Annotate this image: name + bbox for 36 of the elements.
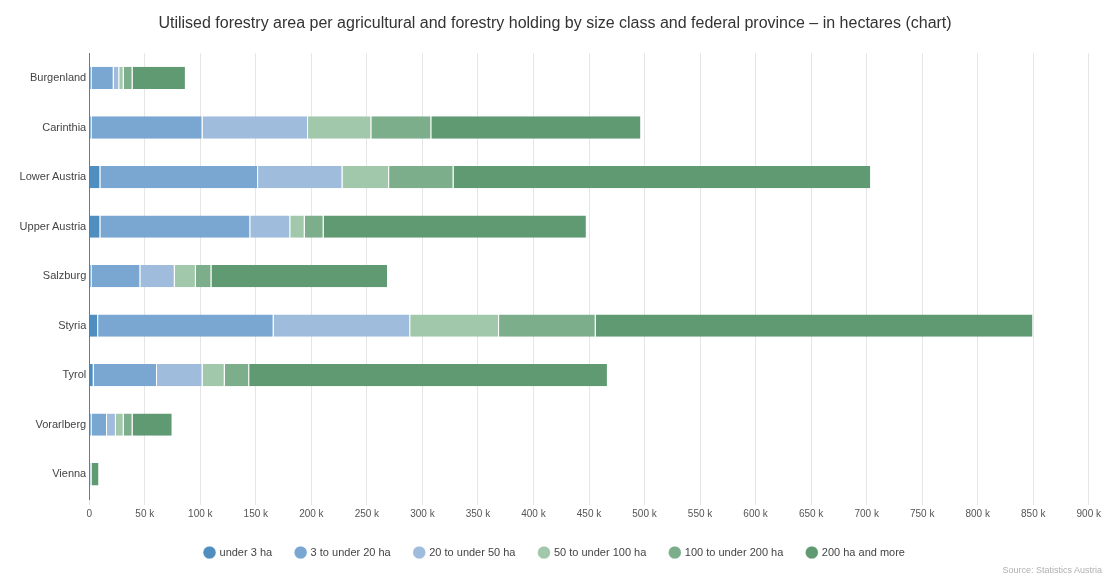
y-tick-label: Tyrol: [62, 368, 87, 381]
y-tick-label: Burgenland: [29, 71, 87, 83]
x-tick-label: 450 k: [576, 507, 603, 519]
x-tick-label: 550 k: [687, 507, 714, 519]
y-tick-label: Lower Austria: [19, 170, 88, 183]
legend-label: 200 ha and more: [821, 545, 905, 558]
x-tick-label: 150 k: [243, 507, 270, 519]
x-tick-label: 850 k: [1021, 507, 1047, 519]
x-tick-label: 100 k: [188, 507, 214, 519]
x-tick-label: 50 k: [135, 507, 156, 519]
x-tick-label: 200 k: [299, 507, 325, 519]
y-tick-label: Salzburg: [42, 269, 87, 282]
x-tick-label: 700 k: [854, 507, 880, 519]
x-tick-label: 300 k: [410, 507, 436, 519]
x-tick-label: 800 k: [965, 507, 991, 519]
y-tick-label: Vienna: [52, 467, 88, 480]
x-tick-label: 250 k: [354, 507, 381, 519]
y-tick-label: Styria: [58, 318, 88, 331]
x-tick-label: 750 k: [909, 507, 936, 519]
x-tick-label: 0: [86, 507, 93, 519]
y-tick-label: Upper Austria: [19, 219, 88, 232]
source-note: Source: Statistics Austria: [1002, 564, 1102, 575]
legend-label: under 3 ha: [219, 545, 273, 558]
y-tick-label: Carinthia: [42, 120, 88, 133]
x-tick-label: 400 k: [521, 507, 547, 519]
x-tick-label: 900 k: [1076, 507, 1102, 519]
legend-label: 3 to under 20 ha: [310, 545, 392, 558]
legend-label: 100 to under 200 ha: [684, 545, 785, 558]
y-tick-label: Vorarlberg: [35, 417, 87, 430]
x-tick-label: 650 k: [798, 507, 825, 519]
x-tick-label: 600 k: [743, 507, 769, 519]
legend-label: 20 to under 50 ha: [429, 545, 517, 558]
chart-title: Utilised forestry area per agricultural and forestry holding by size class and federal province – in hectares (chart): [158, 14, 952, 32]
legend-label: 50 to under 100 ha: [553, 545, 648, 558]
x-tick-label: 500 k: [632, 507, 658, 519]
x-tick-label: 350 k: [465, 507, 492, 519]
